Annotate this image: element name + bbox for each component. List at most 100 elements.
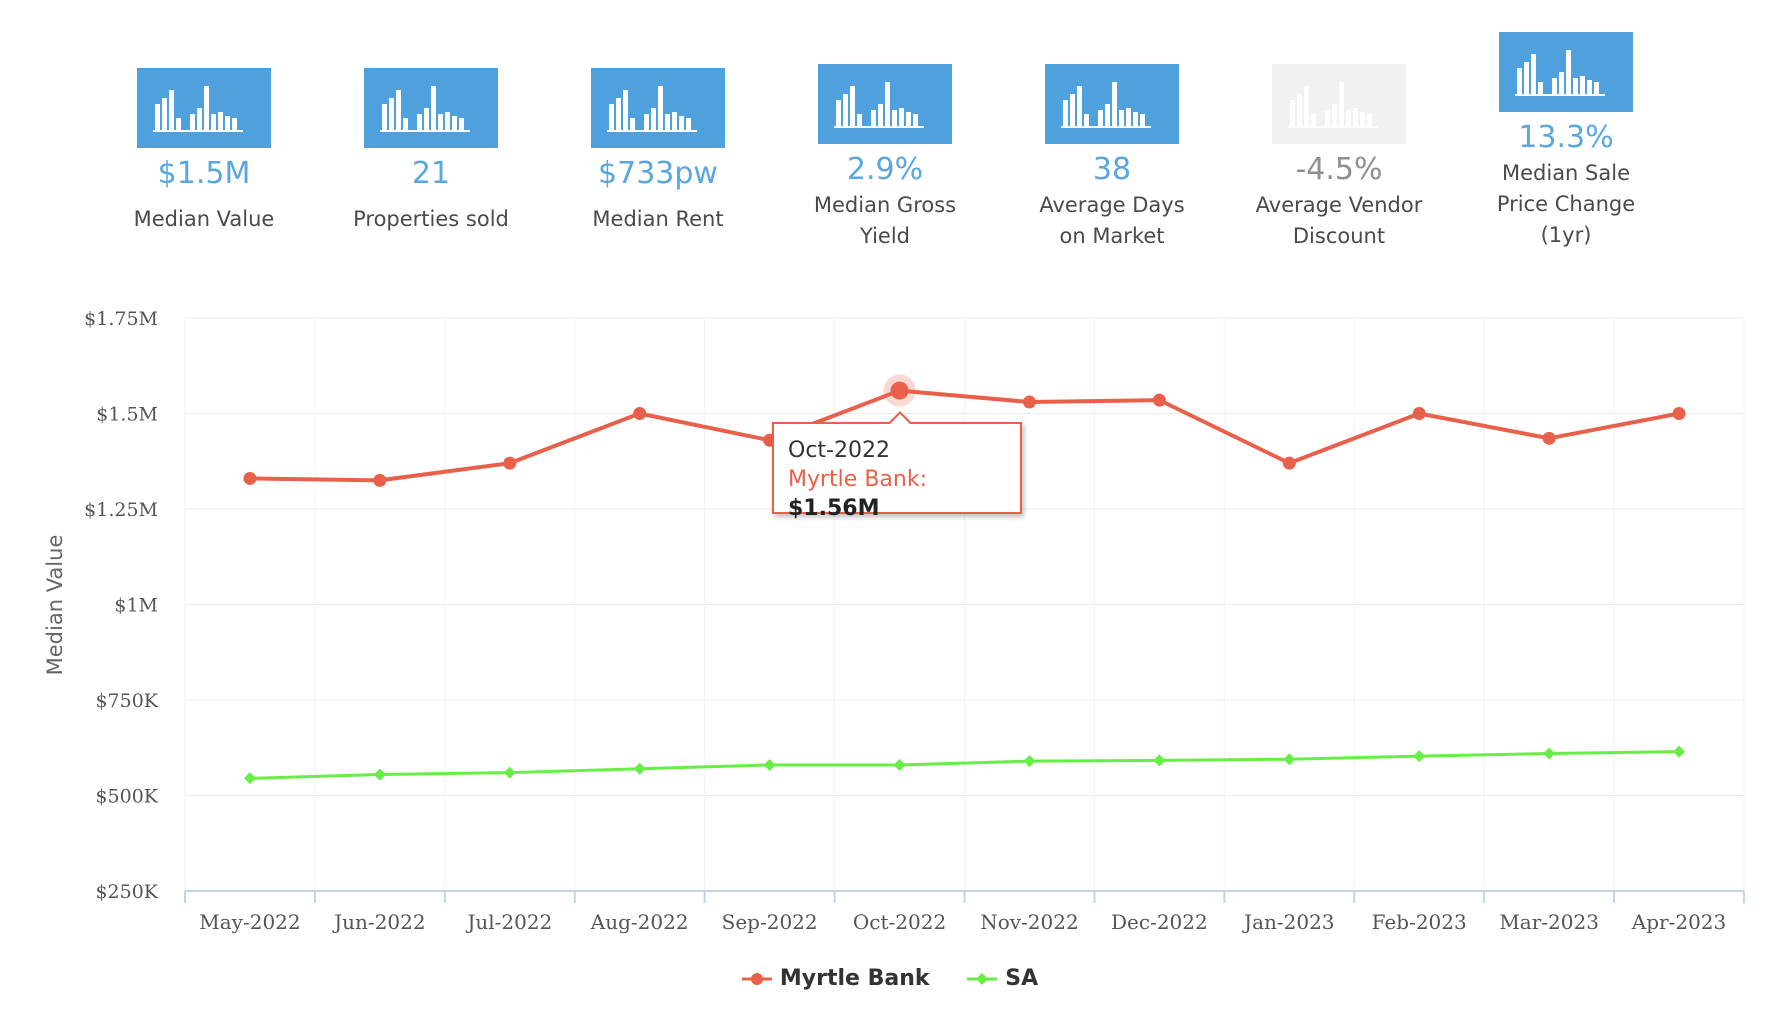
bar-glyph-bar bbox=[232, 118, 237, 130]
data-point[interactable] bbox=[243, 471, 257, 485]
data-point[interactable] bbox=[1672, 407, 1686, 420]
chart-tooltip: Oct-2022 Myrtle Bank: $1.56M bbox=[772, 411, 1022, 521]
bar-glyph bbox=[380, 86, 470, 132]
x-tick-label: Jan-2023 bbox=[1242, 910, 1334, 934]
bar-glyph-bar bbox=[1538, 82, 1543, 94]
bar-glyph-bar bbox=[1346, 110, 1351, 126]
bar-glyph-baseline bbox=[834, 126, 924, 128]
x-tick-label: May-2022 bbox=[199, 910, 300, 934]
series-line-myrtle-bank[interactable] bbox=[249, 388, 1680, 483]
y-tick-label: $750K bbox=[95, 690, 158, 712]
bar-glyph-bar bbox=[452, 116, 457, 130]
legend-circle-marker-icon bbox=[741, 973, 772, 985]
stats-panel: $1.5M Median Value 21 Properties sold $7… bbox=[0, 0, 1778, 270]
stat-label: Median Value bbox=[133, 207, 275, 231]
y-axis-title: Median Value bbox=[43, 535, 67, 676]
bar-glyph-bar bbox=[190, 114, 195, 130]
data-point[interactable] bbox=[1153, 754, 1166, 767]
stat-label: Average Vendor Discount bbox=[1255, 193, 1423, 248]
data-point[interactable] bbox=[763, 758, 776, 771]
bar-glyph-bar bbox=[644, 114, 649, 130]
stat-average-vendor-discount: -4.5% Average Vendor Discount bbox=[1239, 64, 1439, 252]
bar-glyph-bar bbox=[1063, 100, 1068, 126]
bar-glyph-bar bbox=[843, 94, 848, 126]
data-point[interactable] bbox=[1022, 395, 1036, 409]
bar-glyph-bar bbox=[836, 100, 841, 126]
data-point[interactable] bbox=[1673, 745, 1686, 758]
bar-glyph-bar bbox=[1559, 72, 1564, 94]
bar-glyph-bar bbox=[225, 116, 230, 130]
bar-glyph-bar bbox=[1367, 114, 1372, 126]
data-point[interactable] bbox=[890, 381, 909, 400]
bar-chart-icon bbox=[591, 68, 725, 148]
bar-glyph-bar bbox=[169, 90, 174, 130]
bar-glyph bbox=[1515, 50, 1605, 96]
data-point[interactable] bbox=[1413, 750, 1426, 763]
data-point[interactable] bbox=[633, 407, 647, 420]
data-point[interactable] bbox=[893, 758, 906, 771]
data-point[interactable] bbox=[373, 473, 387, 487]
bar-glyph-bar bbox=[665, 114, 670, 130]
bar-glyph-bar bbox=[382, 104, 387, 130]
bar-glyph-bar bbox=[389, 98, 394, 130]
bar-glyph-bar bbox=[1524, 62, 1529, 94]
legend-item-myrtle-bank[interactable]: Myrtle Bank bbox=[740, 966, 930, 991]
data-point[interactable] bbox=[1152, 393, 1166, 407]
series-line-sa[interactable] bbox=[249, 750, 1680, 780]
bar-glyph-bar bbox=[424, 108, 429, 130]
bar-glyph bbox=[153, 86, 243, 132]
bar-chart-icon bbox=[1272, 64, 1406, 144]
data-point[interactable] bbox=[633, 762, 646, 775]
stat-median-value: $1.5M Median Value bbox=[104, 68, 304, 235]
x-tick-label: Apr-2023 bbox=[1631, 910, 1726, 934]
data-point[interactable] bbox=[1282, 456, 1296, 470]
bar-glyph-bar bbox=[176, 118, 181, 130]
median-value-chart: $250K $500K $750K $1M $1.25M $1.5M $1.75M May-… bbox=[43, 308, 1745, 934]
y-tick-label: $1M bbox=[114, 595, 158, 617]
data-point[interactable] bbox=[503, 766, 516, 779]
bar-glyph-bar bbox=[1339, 82, 1344, 126]
tooltip-colon: : bbox=[919, 467, 927, 492]
bar-glyph-bar bbox=[1594, 82, 1599, 94]
bar-glyph-bar bbox=[438, 114, 443, 130]
bar-glyph-bar bbox=[1573, 78, 1578, 94]
bar-glyph-bar bbox=[1332, 104, 1337, 126]
bar-glyph-bar bbox=[885, 82, 890, 126]
bar-glyph-bar bbox=[878, 104, 883, 126]
bar-chart-icon bbox=[137, 68, 271, 148]
data-point[interactable] bbox=[1283, 753, 1296, 766]
stat-median-sale-price-change: 13.3% Median Sale Price Change (1yr) bbox=[1466, 32, 1666, 251]
bar-glyph-bar bbox=[672, 112, 677, 130]
x-tick-label: Jun-2022 bbox=[332, 910, 425, 934]
legend-item-sa[interactable]: SA bbox=[965, 966, 1038, 991]
bar-glyph-bar bbox=[211, 114, 216, 130]
data-point[interactable] bbox=[243, 772, 256, 785]
series-layer[interactable] bbox=[243, 374, 1686, 785]
bar-glyph bbox=[834, 82, 924, 128]
bar-glyph bbox=[1061, 82, 1151, 128]
bar-glyph-bar bbox=[431, 86, 436, 130]
data-point[interactable] bbox=[1542, 431, 1556, 445]
stat-label: Median Gross Yield bbox=[813, 193, 957, 248]
tooltip-arrow-inner bbox=[890, 414, 910, 424]
bar-glyph-bar bbox=[197, 108, 202, 130]
stat-properties-sold: 21 Properties sold bbox=[331, 68, 531, 235]
data-point[interactable] bbox=[1543, 747, 1556, 760]
data-point[interactable] bbox=[1412, 407, 1426, 420]
data-point[interactable] bbox=[503, 456, 517, 470]
bar-glyph-bar bbox=[679, 116, 684, 130]
stat-label: Median Rent bbox=[592, 207, 724, 231]
chart-legend: Myrtle Bank SA bbox=[0, 966, 1778, 991]
x-tick-label: Nov-2022 bbox=[980, 910, 1079, 934]
bar-glyph-bar bbox=[403, 118, 408, 130]
bar-glyph-bar bbox=[1126, 108, 1131, 126]
bar-glyph-baseline bbox=[153, 130, 243, 132]
bar-glyph-baseline bbox=[380, 130, 470, 132]
bar-chart-icon bbox=[364, 68, 498, 148]
bar-glyph-bar bbox=[658, 86, 663, 130]
stat-value: 21 bbox=[411, 156, 451, 191]
data-point[interactable] bbox=[1023, 755, 1036, 768]
data-point[interactable] bbox=[373, 768, 386, 781]
x-tick-label: Sep-2022 bbox=[722, 910, 818, 934]
x-axis: May-2022 Jun-2022 Jul-2022 Aug-2022 Sep-2022… bbox=[184, 890, 1745, 934]
